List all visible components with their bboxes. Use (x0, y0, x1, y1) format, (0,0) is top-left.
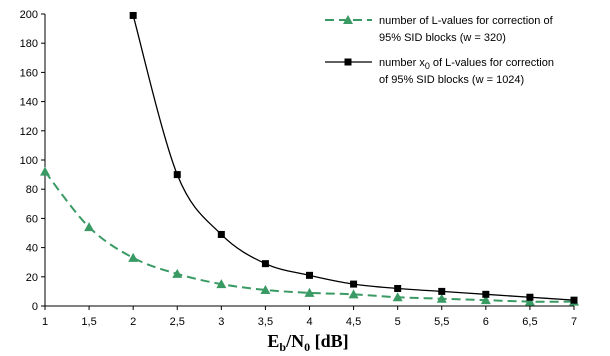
series-2-point (306, 271, 313, 279)
series-layer (40, 11, 579, 306)
series-1-point (260, 284, 271, 294)
legend: number of L-values for correction of 95%… (325, 15, 554, 86)
series-1-point (84, 222, 95, 232)
x-tick-label: 4,5 (346, 316, 361, 328)
y-tick-label: 160 (20, 67, 38, 79)
series-2-point (482, 290, 490, 298)
series-2-point (438, 287, 446, 295)
series-1-point (436, 293, 447, 303)
series-1-line (44, 171, 575, 303)
legend-label-series-1-line-2: 95% SID blocks (w = 320) (379, 32, 506, 44)
series-2-point (394, 284, 402, 292)
series-2-point (129, 11, 137, 19)
x-axis-label: Eb/N0 [dB] (267, 331, 348, 354)
series-1-point (348, 289, 359, 299)
series-1-point (524, 296, 535, 306)
x-tick-label: 6,5 (522, 316, 537, 328)
x-tick-label: 7 (571, 316, 577, 328)
y-tick-label: 140 (20, 97, 38, 109)
series-2-point (261, 260, 269, 268)
series-1-point (172, 268, 183, 278)
x-tick-label: 5,5 (434, 316, 449, 328)
legend-label-series-2-line-2: of 95% SID blocks (w = 1024) (379, 74, 524, 86)
series-1-point (392, 292, 403, 302)
y-tick-label: 200 (20, 9, 38, 21)
series-2-point (570, 296, 578, 304)
x-tick-label: 6 (483, 316, 489, 328)
legend-label-series-1-line-1: number of L-values for correction of (379, 15, 554, 27)
series-1-point (128, 252, 139, 262)
x-tick-label: 1,5 (81, 316, 96, 328)
y-tick-label: 20 (26, 272, 38, 284)
legend-marker-series-1 (343, 15, 353, 24)
series-2-point (350, 280, 358, 288)
series-2-point (217, 230, 225, 238)
legend-label-series-2-line-1: number x0 of L-values for correction (379, 57, 554, 71)
x-tick-label: 2,5 (170, 316, 185, 328)
y-tick-label: 60 (26, 213, 38, 225)
series-2-point (526, 293, 534, 301)
legend-marker-series-2 (344, 58, 352, 66)
x-ticks: 1 1,5 2 2,5 3 3,5 4 4,5 5 5,5 6 6,5 7 (42, 306, 577, 328)
x-tick-label: 4 (306, 316, 312, 328)
y-tick-label: 100 (20, 155, 38, 167)
series-1-point (216, 279, 227, 289)
y-ticks: 0 20 40 60 80 100 120 140 160 180 200 (20, 9, 45, 313)
series-2-point (173, 171, 181, 179)
x-tick-label: 5 (395, 316, 401, 328)
x-tick-label: 2 (130, 316, 136, 328)
series-1-point (480, 295, 491, 305)
y-tick-label: 80 (26, 184, 38, 196)
y-tick-label: 120 (20, 126, 38, 138)
x-tick-label: 3 (218, 316, 224, 328)
series-2-line (132, 15, 575, 301)
x-tick-label: 1 (42, 316, 48, 328)
y-tick-label: 180 (20, 38, 38, 50)
y-tick-label: 0 (32, 301, 38, 313)
series-1-point (40, 166, 50, 176)
x-tick-label: 3,5 (258, 316, 273, 328)
series-1-point (304, 287, 315, 297)
y-tick-label: 40 (26, 243, 38, 255)
